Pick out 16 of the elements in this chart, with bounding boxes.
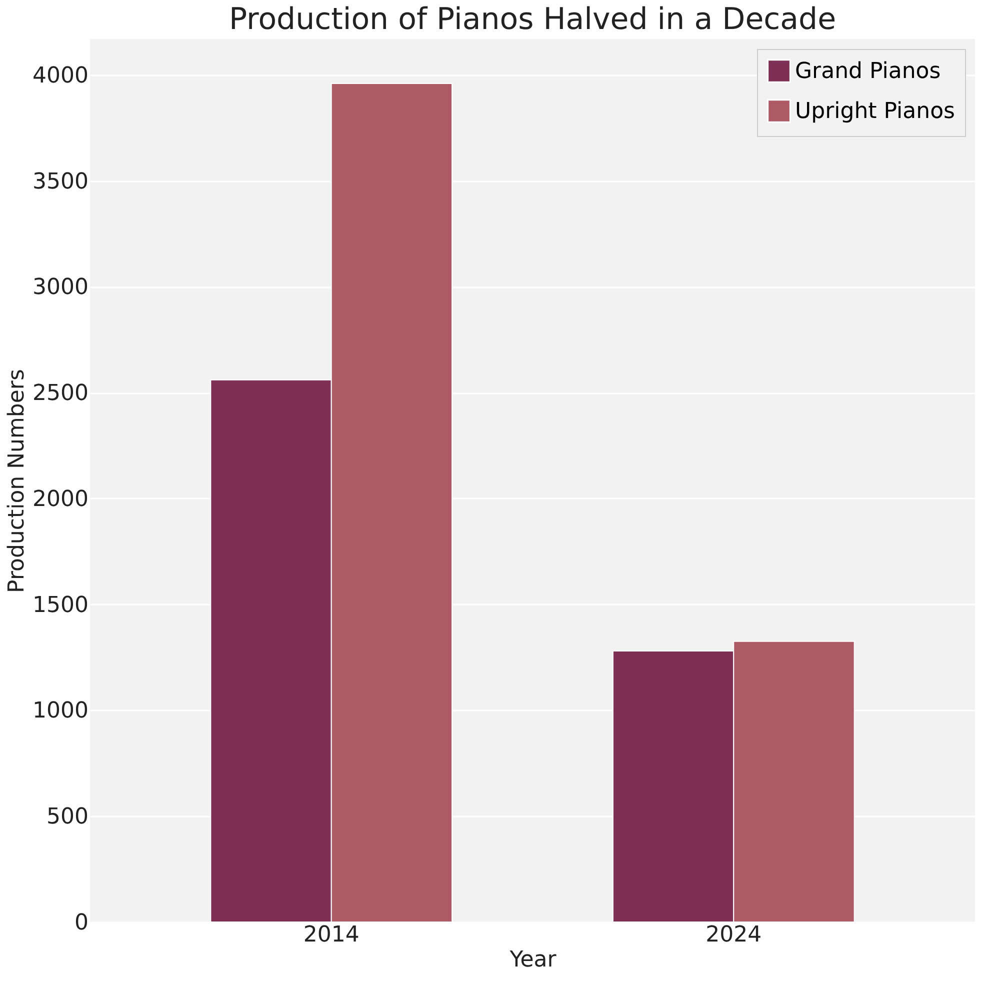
- legend-label: Upright Pianos: [795, 99, 955, 124]
- y-tick-label: 0: [74, 910, 88, 936]
- y-tick-label: 500: [46, 804, 88, 830]
- legend-label: Grand Pianos: [795, 59, 941, 84]
- y-tick-label: 1000: [32, 698, 88, 724]
- x-tick-label: 2014: [303, 922, 360, 948]
- x-axis-title: Year: [508, 948, 558, 972]
- y-axis-title: Production Numbers: [4, 369, 30, 593]
- y-tick-label: 3500: [32, 169, 88, 194]
- chart-title: Production of Pianos Halved in a Decade: [228, 2, 836, 37]
- x-tick-label: 2024: [706, 922, 762, 948]
- y-tick-label: 2000: [32, 487, 88, 512]
- y-tick-label: 3000: [32, 275, 88, 300]
- y-tick-label: 4000: [32, 64, 88, 88]
- y-tick-label: 1500: [32, 592, 88, 618]
- y-tick-label: 2500: [32, 381, 88, 406]
